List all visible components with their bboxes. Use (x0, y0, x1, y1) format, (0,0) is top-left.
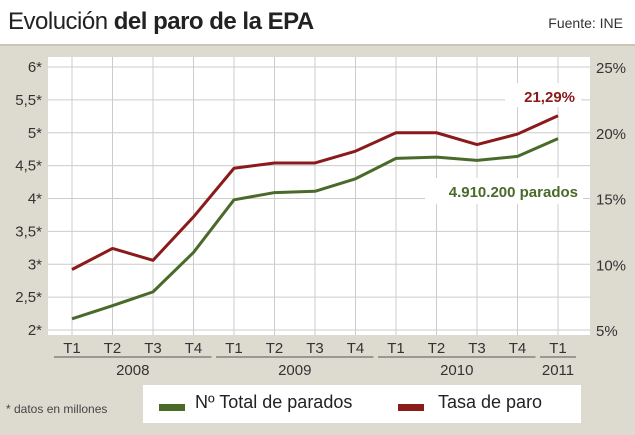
x-tick: T1 (549, 340, 567, 357)
footnote: * datos en millones (6, 402, 108, 416)
x-tick: T3 (306, 340, 324, 357)
legend-swatch-rate (398, 404, 424, 411)
y-left-tick: 3* (28, 256, 42, 273)
y-left-tick: 3,5* (15, 223, 42, 240)
legend-label-rate: Tasa de paro (438, 392, 543, 412)
y-left-tick: 5* (28, 125, 42, 142)
year-label: 2008 (116, 362, 149, 379)
annotation-bg (505, 83, 581, 107)
y-right-tick: 15% (596, 192, 626, 209)
y-right-tick: 20% (596, 126, 626, 143)
header: Evolución del paro de la EPA Fuente: INE (0, 0, 635, 46)
x-tick: T1 (225, 340, 243, 357)
x-tick: T3 (468, 340, 486, 357)
y-left-tick: 4* (28, 191, 42, 208)
title-light: Evolución (8, 8, 114, 35)
x-tick: T2 (428, 340, 446, 357)
x-tick: T2 (104, 340, 122, 357)
annotation-bg (425, 178, 583, 204)
legend-label-total: Nº Total de parados (195, 392, 353, 412)
y-left-tick: 4,5* (15, 158, 42, 175)
x-tick: T2 (266, 340, 284, 357)
y-left-tick: 2* (28, 322, 42, 339)
x-tick: T4 (185, 340, 203, 357)
x-tick: T1 (387, 340, 405, 357)
legend: Nº Total de parados Tasa de paro (143, 385, 581, 423)
x-tick: T4 (347, 340, 365, 357)
y-left-tick: 6* (28, 59, 42, 76)
y-right-tick: 5% (596, 323, 618, 340)
year-label: 2011 (542, 362, 574, 379)
x-tick: T3 (144, 340, 162, 357)
y-right-tick: 25% (596, 60, 626, 77)
x-tick: T4 (509, 340, 527, 357)
line-chart: 2* 2,5* 3* 3,5* 4* 4,5* 5* 5,5* 6* T1 T2 T3 T4 T1 T2 T3… (15, 57, 626, 379)
source-label: Fuente: INE (548, 15, 623, 31)
year-label: 2009 (278, 362, 311, 379)
y-left-tick: 2,5* (15, 289, 42, 306)
x-tick: T1 (63, 340, 81, 357)
y-right-tick: 10% (596, 257, 626, 274)
rate-annotation: 21,29% (524, 89, 575, 106)
year-label: 2010 (440, 362, 473, 379)
total-annotation: 4.910.200 parados (449, 184, 578, 201)
y-left-tick: 5,5* (15, 92, 42, 109)
title-bold: del paro de la EPA (113, 8, 314, 35)
chart-title: Evolución del paro de la EPA (8, 8, 314, 36)
legend-swatch-total (159, 404, 185, 411)
